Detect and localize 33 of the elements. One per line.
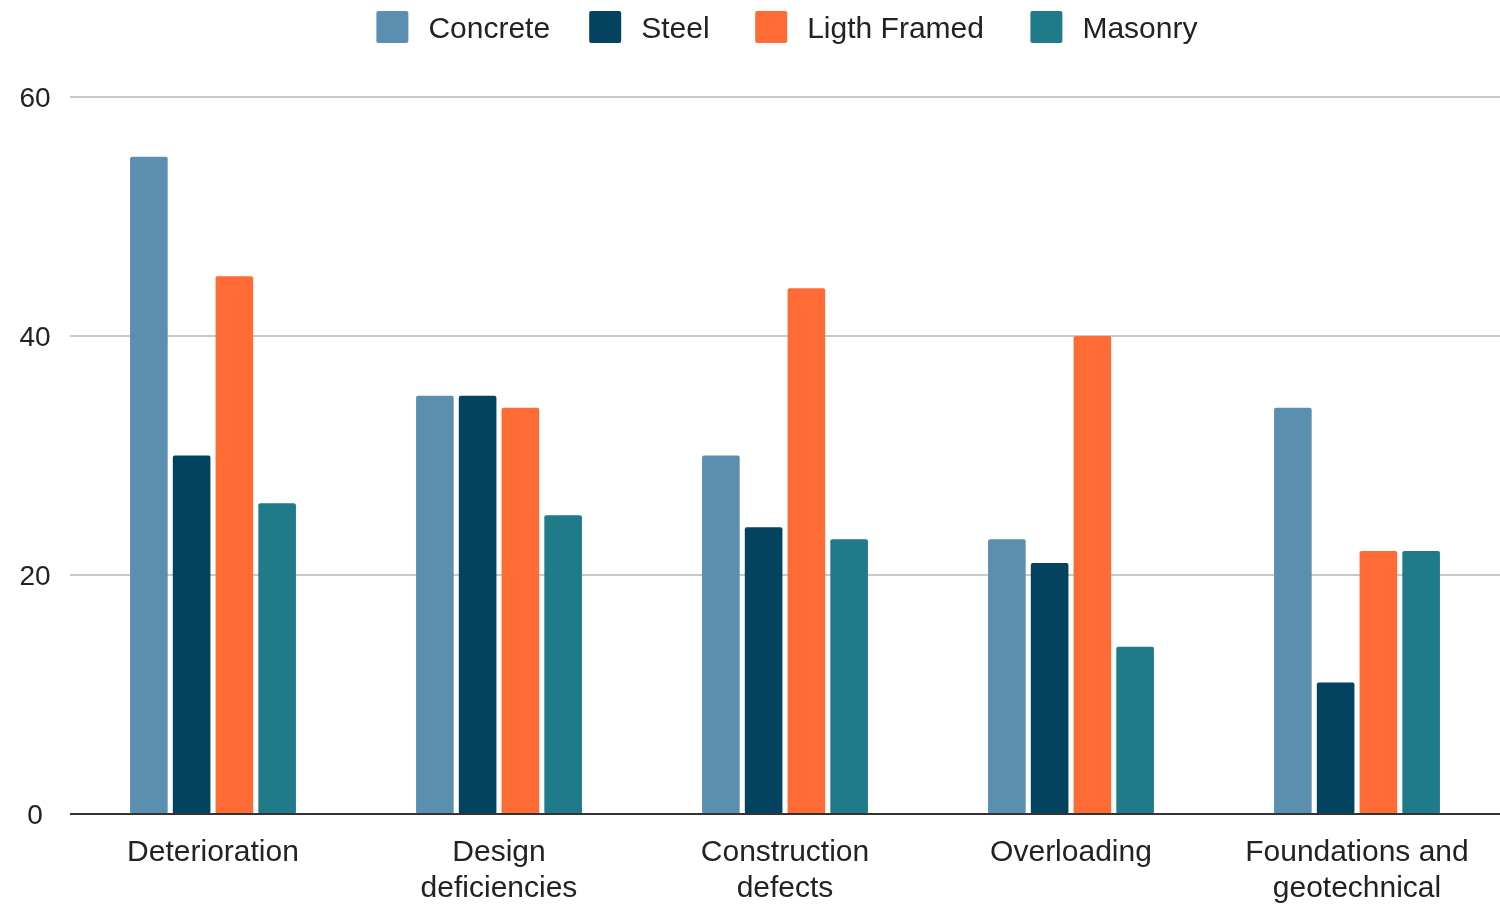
bar [172, 455, 211, 814]
bar [258, 503, 296, 814]
x-tick-label: Design deficiencies [420, 833, 578, 903]
bar [988, 539, 1026, 814]
legend-label: Masonry [1082, 10, 1198, 44]
x-tick-label: Foundations and geotechnical [1245, 833, 1469, 903]
x-tick-label: Deterioration [127, 833, 299, 867]
y-tick-label: 20 [19, 559, 51, 591]
legend-label: Ligth Framed [807, 10, 984, 44]
legend-label: Concrete [428, 10, 551, 44]
bar [702, 455, 740, 814]
legend-label: Steel [641, 10, 710, 44]
bar [416, 395, 454, 814]
bar [1359, 551, 1398, 814]
bar [544, 515, 582, 814]
bar [830, 539, 868, 814]
bar [1274, 407, 1312, 814]
x-tick-label: Overloading [990, 833, 1152, 867]
bar [1073, 336, 1112, 814]
bar [1030, 563, 1069, 814]
bar [458, 395, 497, 814]
y-tick-label: 40 [19, 320, 51, 352]
bar [501, 407, 540, 814]
bar [130, 156, 168, 814]
x-tick-label: Construction defects [700, 833, 870, 903]
bar [1116, 646, 1154, 814]
bar [744, 527, 783, 814]
y-tick-label: 0 [27, 798, 43, 830]
bar [787, 288, 826, 814]
bar [215, 276, 254, 814]
bar [1316, 682, 1355, 814]
bar [1402, 551, 1440, 814]
y-tick-label: 60 [19, 81, 51, 113]
